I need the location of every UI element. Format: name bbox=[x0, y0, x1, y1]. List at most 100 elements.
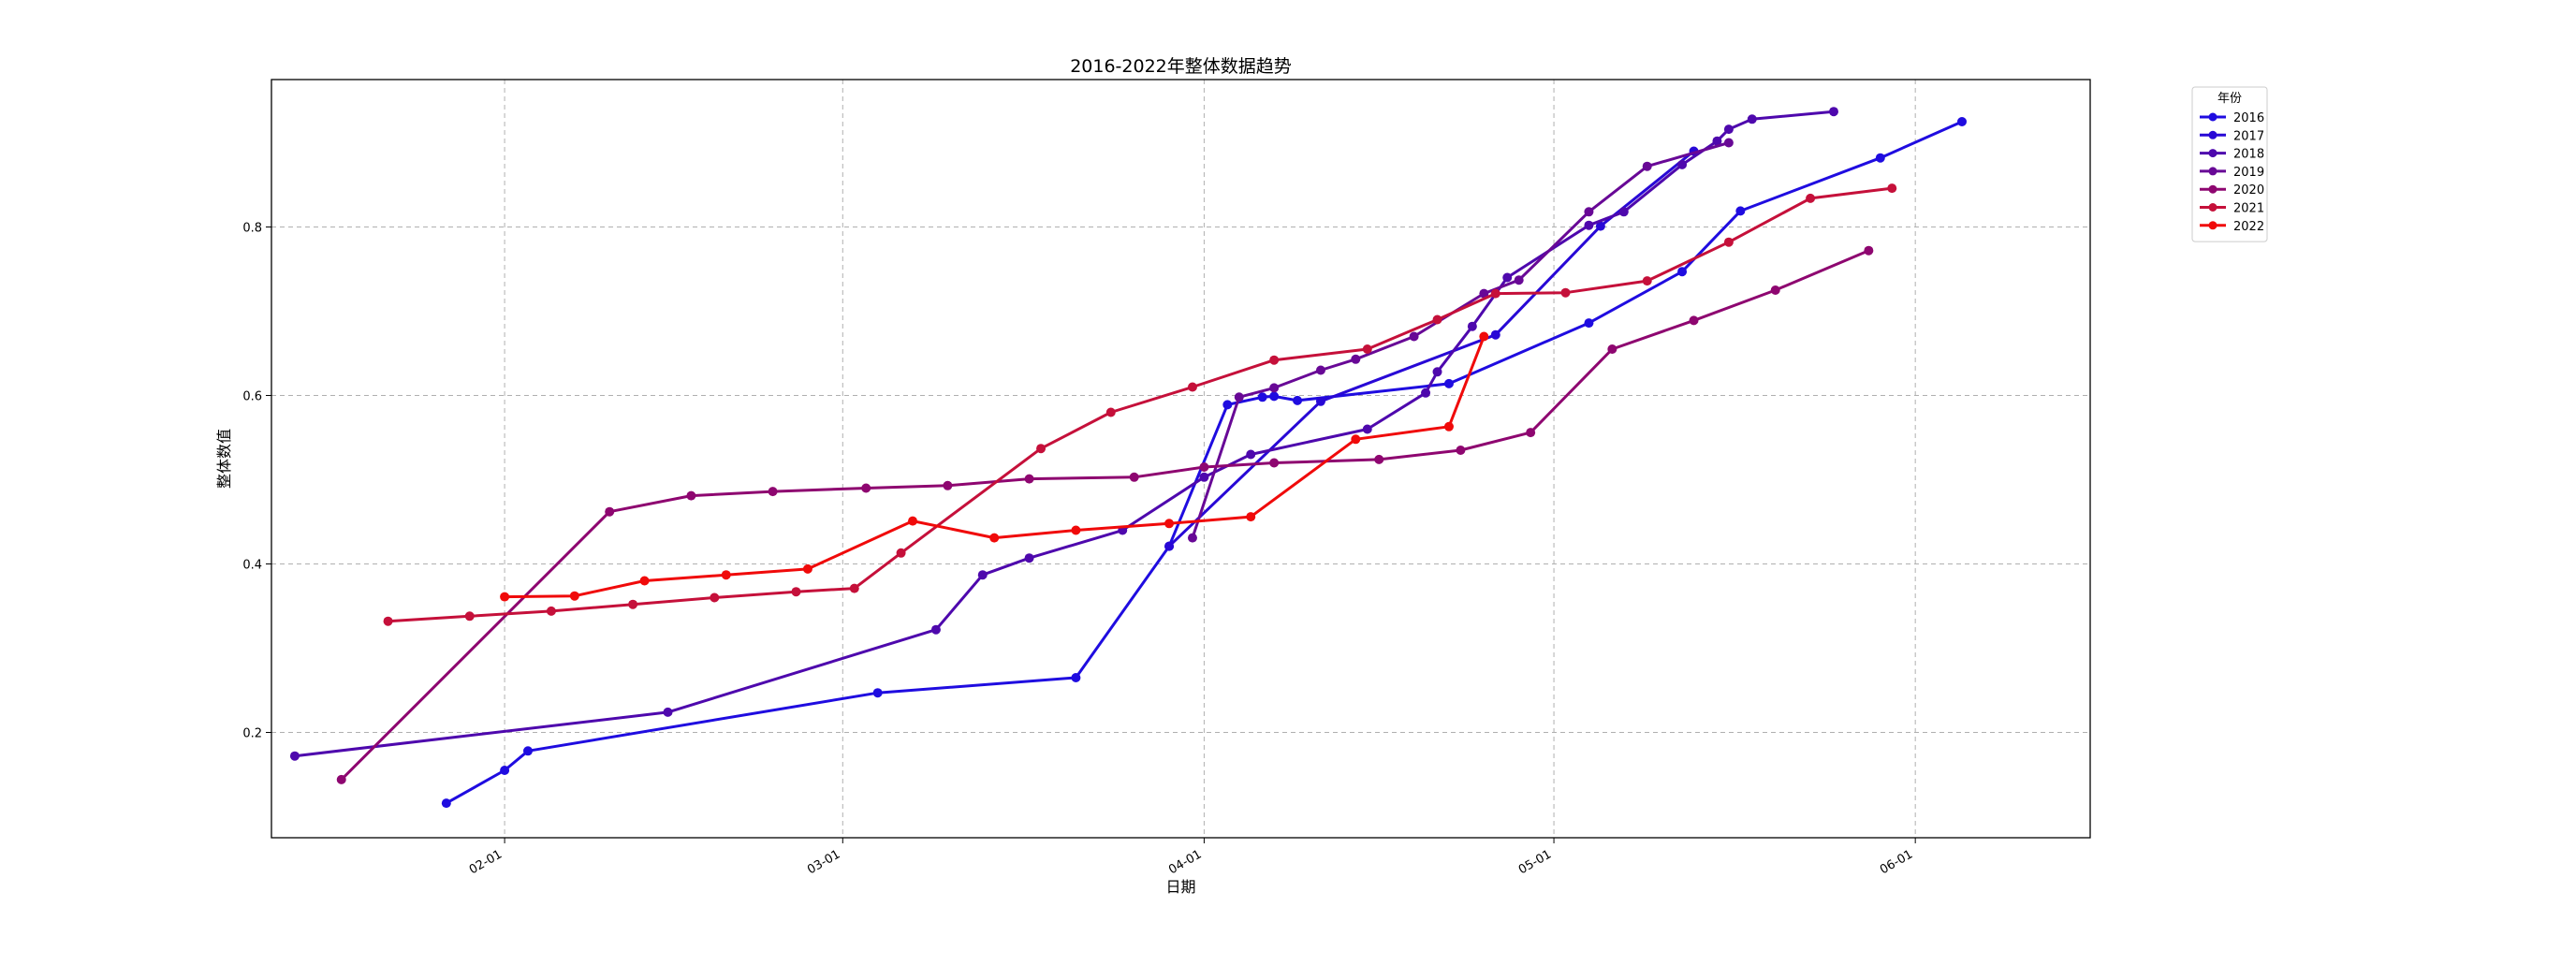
y-tick-label: 0.6 bbox=[242, 390, 262, 404]
legend-label: 2016 bbox=[2233, 111, 2264, 125]
legend-marker bbox=[2208, 167, 2217, 176]
legend-marker bbox=[2208, 184, 2217, 194]
legend-item-2020: 2020 bbox=[2200, 183, 2264, 197]
data-point-2020 bbox=[1689, 315, 1699, 326]
data-point-2020 bbox=[768, 487, 778, 497]
data-point-2022 bbox=[721, 570, 731, 580]
series-2022 bbox=[500, 331, 1489, 602]
data-point-2016 bbox=[500, 766, 510, 775]
data-point-2022 bbox=[1071, 525, 1081, 535]
data-point-2019 bbox=[1479, 288, 1489, 299]
data-point-2018 bbox=[1747, 114, 1757, 124]
data-point-2016 bbox=[1257, 392, 1267, 402]
data-point-2021 bbox=[1362, 344, 1372, 354]
series-layer bbox=[289, 107, 1967, 809]
data-point-2021 bbox=[464, 611, 475, 622]
data-point-2022 bbox=[802, 563, 812, 574]
legend-label: 2017 bbox=[2233, 129, 2264, 143]
data-point-2016 bbox=[1293, 395, 1303, 405]
legend-marker bbox=[2208, 112, 2217, 122]
series-2019 bbox=[1187, 138, 1734, 543]
data-point-2021 bbox=[1642, 276, 1652, 286]
data-point-2021 bbox=[791, 587, 801, 597]
data-point-2019 bbox=[1187, 533, 1197, 543]
legend-item-2016: 2016 bbox=[2200, 111, 2264, 125]
data-point-2016 bbox=[1443, 378, 1454, 388]
data-point-2020 bbox=[1770, 285, 1780, 295]
data-point-2018 bbox=[977, 570, 988, 580]
data-point-2021 bbox=[1105, 407, 1116, 417]
data-point-2021 bbox=[1187, 382, 1197, 392]
data-point-2016 bbox=[523, 746, 534, 756]
legend-title: 年份 bbox=[2217, 92, 2242, 106]
data-point-2022 bbox=[1351, 434, 1361, 445]
data-point-2018 bbox=[1362, 424, 1372, 434]
data-point-2021 bbox=[1723, 237, 1734, 247]
data-point-2016 bbox=[1956, 117, 1967, 126]
data-point-2020 bbox=[336, 774, 346, 784]
chart-title: 2016-2022年整体数据趋势 bbox=[1070, 56, 1292, 77]
legend-label: 2019 bbox=[2233, 166, 2264, 180]
series-2021 bbox=[383, 183, 1897, 626]
data-point-2019 bbox=[1723, 138, 1734, 148]
data-point-2021 bbox=[710, 592, 720, 603]
data-point-2021 bbox=[1490, 288, 1500, 299]
series-2018 bbox=[289, 107, 1838, 761]
data-point-2020 bbox=[1607, 344, 1617, 354]
data-point-2020 bbox=[943, 480, 953, 490]
legend-item-2022: 2022 bbox=[2200, 220, 2264, 234]
legend-items: 2016 2017 2018 2019 2020 2021 2022 bbox=[2200, 111, 2264, 234]
data-point-2021 bbox=[1432, 314, 1442, 325]
legend-label: 2022 bbox=[2233, 220, 2264, 234]
data-point-2019 bbox=[1269, 383, 1280, 393]
data-point-2020 bbox=[686, 490, 696, 501]
legend-label: 2018 bbox=[2233, 148, 2264, 162]
data-point-2018 bbox=[1502, 272, 1513, 283]
data-point-2016 bbox=[1071, 673, 1081, 682]
data-point-2021 bbox=[896, 548, 906, 558]
data-point-2018 bbox=[1828, 107, 1838, 117]
data-point-2022 bbox=[1443, 421, 1454, 431]
data-point-2016 bbox=[1222, 400, 1233, 410]
data-point-2018 bbox=[289, 751, 300, 761]
data-point-2020 bbox=[1864, 245, 1874, 256]
y-tick-label: 0.8 bbox=[242, 222, 262, 236]
data-point-2021 bbox=[383, 616, 393, 626]
series-2016 bbox=[441, 117, 1967, 809]
data-point-2019 bbox=[1514, 275, 1524, 285]
data-point-2022 bbox=[908, 516, 918, 526]
data-point-2021 bbox=[1269, 355, 1280, 365]
data-point-2017 bbox=[1490, 329, 1500, 340]
legend: 年份 2016 2017 2018 2019 2020 2021 2022 bbox=[2191, 86, 2268, 242]
data-point-2021 bbox=[1887, 183, 1897, 194]
data-point-2016 bbox=[1875, 153, 1885, 163]
data-point-2020 bbox=[1129, 472, 1139, 482]
legend-marker bbox=[2208, 130, 2217, 139]
data-point-2021 bbox=[1036, 444, 1046, 454]
legend-item-2018: 2018 bbox=[2200, 148, 2264, 162]
data-point-2022 bbox=[1479, 331, 1489, 342]
legend-item-2021: 2021 bbox=[2200, 202, 2264, 216]
data-point-2022 bbox=[500, 592, 510, 602]
data-point-2016 bbox=[1677, 267, 1688, 277]
data-point-2020 bbox=[1456, 446, 1466, 455]
data-point-2018 bbox=[1712, 136, 1722, 146]
y-axis-label: 整体数值 bbox=[215, 429, 233, 489]
data-point-2022 bbox=[569, 591, 579, 601]
data-point-2018 bbox=[1677, 159, 1688, 169]
data-point-2021 bbox=[546, 606, 556, 616]
data-point-2022 bbox=[1246, 512, 1256, 522]
data-point-2020 bbox=[1526, 428, 1536, 438]
data-point-2016 bbox=[441, 798, 451, 809]
data-point-2022 bbox=[639, 576, 650, 586]
data-point-2018 bbox=[1421, 388, 1431, 398]
data-point-2019 bbox=[1584, 207, 1594, 217]
legend-marker bbox=[2208, 203, 2217, 212]
legend-item-2017: 2017 bbox=[2200, 129, 2264, 143]
data-point-2018 bbox=[1723, 124, 1734, 135]
data-point-2016 bbox=[1735, 206, 1746, 216]
plot-area-frame bbox=[271, 79, 2091, 839]
data-point-2022 bbox=[1164, 519, 1175, 529]
data-point-2021 bbox=[1806, 193, 1816, 203]
